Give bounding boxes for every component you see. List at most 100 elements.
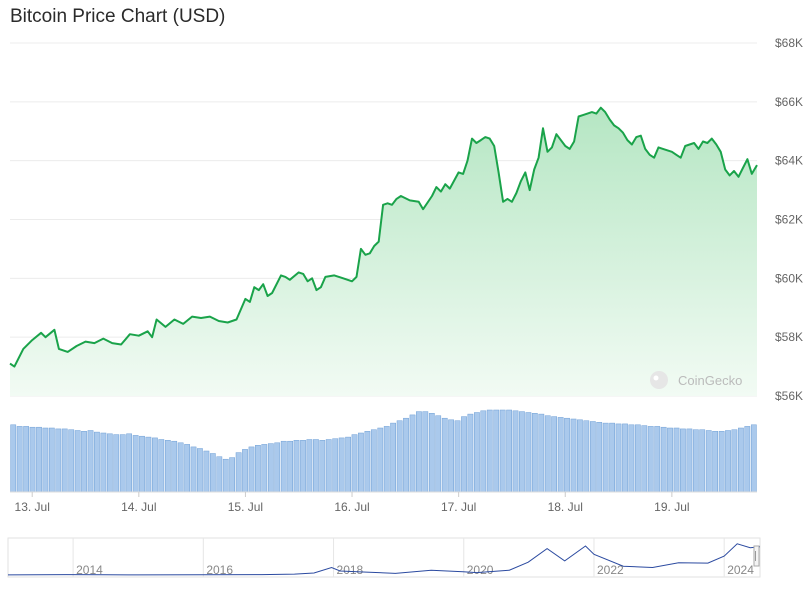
volume-bar: [171, 440, 178, 493]
volume-bar: [345, 436, 351, 493]
volume-bar: [190, 446, 197, 493]
volume-bar: [660, 426, 667, 493]
x-tick-label: 18. Jul: [548, 500, 583, 514]
volume-bar: [435, 415, 442, 493]
volume-bar: [74, 430, 81, 493]
y-tick-label: $60K: [775, 271, 803, 285]
volume-bar: [725, 430, 731, 493]
volume-bar: [467, 413, 474, 493]
volume-bar: [390, 422, 396, 493]
volume-bar: [106, 433, 113, 493]
volume-bar: [81, 431, 87, 493]
volume-bar: [87, 430, 94, 493]
volume-bar: [525, 412, 532, 493]
volume-bar: [538, 413, 545, 493]
y-tick-label: $64K: [775, 154, 803, 168]
navigator-tick-label: 2016: [206, 563, 233, 577]
volume-bar: [370, 429, 377, 493]
price-line[interactable]: [9, 106, 758, 368]
volume-bar: [325, 439, 332, 493]
volume-bar: [750, 424, 757, 493]
volume-bar: [641, 425, 648, 493]
volume-bar: [119, 434, 126, 493]
volume-bar: [647, 426, 654, 493]
volume-bar: [274, 442, 281, 493]
navigator-tick-label: 2014: [76, 563, 103, 577]
volume-bar: [203, 450, 210, 493]
volume-bar: [216, 456, 223, 493]
x-axis: 13. Jul 14. Jul 15. Jul 16. Jul 17. Jul 18. J…: [15, 492, 690, 514]
volume-bar: [338, 437, 345, 493]
volume-bar: [100, 432, 107, 493]
navigator-handle[interactable]: [753, 545, 760, 567]
volume-bar: [499, 409, 506, 493]
volume-bar: [506, 409, 512, 493]
volume-bar: [261, 444, 268, 493]
volume-bar: [29, 426, 36, 493]
volume-bar: [319, 440, 326, 493]
volume-bar: [235, 452, 242, 493]
y-tick-label: $68K: [775, 36, 803, 50]
volume-bar: [570, 418, 577, 493]
volume-bar: [705, 430, 712, 493]
x-tick-label: 17. Jul: [441, 500, 476, 514]
volume-bar: [731, 429, 738, 493]
volume-bar: [486, 409, 493, 493]
x-tick-label: 14. Jul: [121, 500, 156, 514]
volume-bars: [10, 409, 757, 493]
navigator-tick-label: 2020: [467, 563, 494, 577]
x-tick-label: 15. Jul: [228, 500, 263, 514]
coingecko-watermark: CoinGecko: [650, 371, 742, 389]
volume-bar: [577, 419, 583, 493]
volume-bar: [512, 410, 519, 493]
volume-bar: [544, 415, 551, 493]
volume-bar: [293, 440, 300, 493]
volume-bar: [396, 420, 403, 493]
y-tick-label: $66K: [775, 95, 803, 109]
x-tick-label: 19. Jul: [654, 500, 689, 514]
volume-bar: [493, 409, 500, 493]
volume-bar: [351, 434, 358, 493]
volume-bar: [712, 431, 718, 493]
y-tick-label: $62K: [775, 213, 803, 227]
volume-bar: [628, 424, 635, 493]
volume-bar: [280, 440, 287, 493]
volume-bar: [461, 416, 467, 493]
volume-bar: [139, 435, 145, 493]
volume-bar: [267, 443, 274, 493]
volume-bar: [113, 434, 120, 493]
volume-bar: [718, 431, 725, 493]
navigator-tick-label: 2024: [727, 563, 754, 577]
volume-bar: [332, 438, 339, 493]
volume-bar: [300, 440, 306, 493]
volume-bar: [197, 448, 203, 493]
navigator-tick-label: 2018: [337, 563, 364, 577]
volume-bar: [36, 426, 42, 493]
volume-bar: [313, 439, 319, 493]
volume-bar: [409, 414, 416, 493]
price-area: [10, 107, 757, 396]
volume-bar: [673, 427, 680, 493]
volume-bar: [416, 411, 422, 493]
volume-bar: [306, 439, 313, 493]
volume-bar: [654, 426, 661, 493]
x-tick-label: 13. Jul: [15, 500, 50, 514]
volume-bar: [609, 422, 615, 493]
volume-bar: [42, 427, 49, 493]
volume-bar: [634, 424, 641, 493]
volume-bar: [622, 423, 628, 493]
volume-bar: [209, 453, 216, 493]
volume-bar: [596, 422, 603, 493]
chart-title: Bitcoin Price Chart (USD): [10, 6, 226, 27]
volume-bar: [564, 417, 570, 493]
x-tick-label: 16. Jul: [334, 500, 369, 514]
volume-bar: [177, 442, 184, 493]
volume-bar: [377, 427, 384, 493]
range-navigator[interactable]: 2014 2016 2018 2020 2022 2024: [7, 537, 761, 578]
volume-bar: [61, 428, 68, 493]
volume-bar: [358, 432, 364, 493]
volume-bar: [738, 427, 744, 493]
volume-bar: [474, 412, 480, 493]
volume-bar: [583, 420, 590, 493]
